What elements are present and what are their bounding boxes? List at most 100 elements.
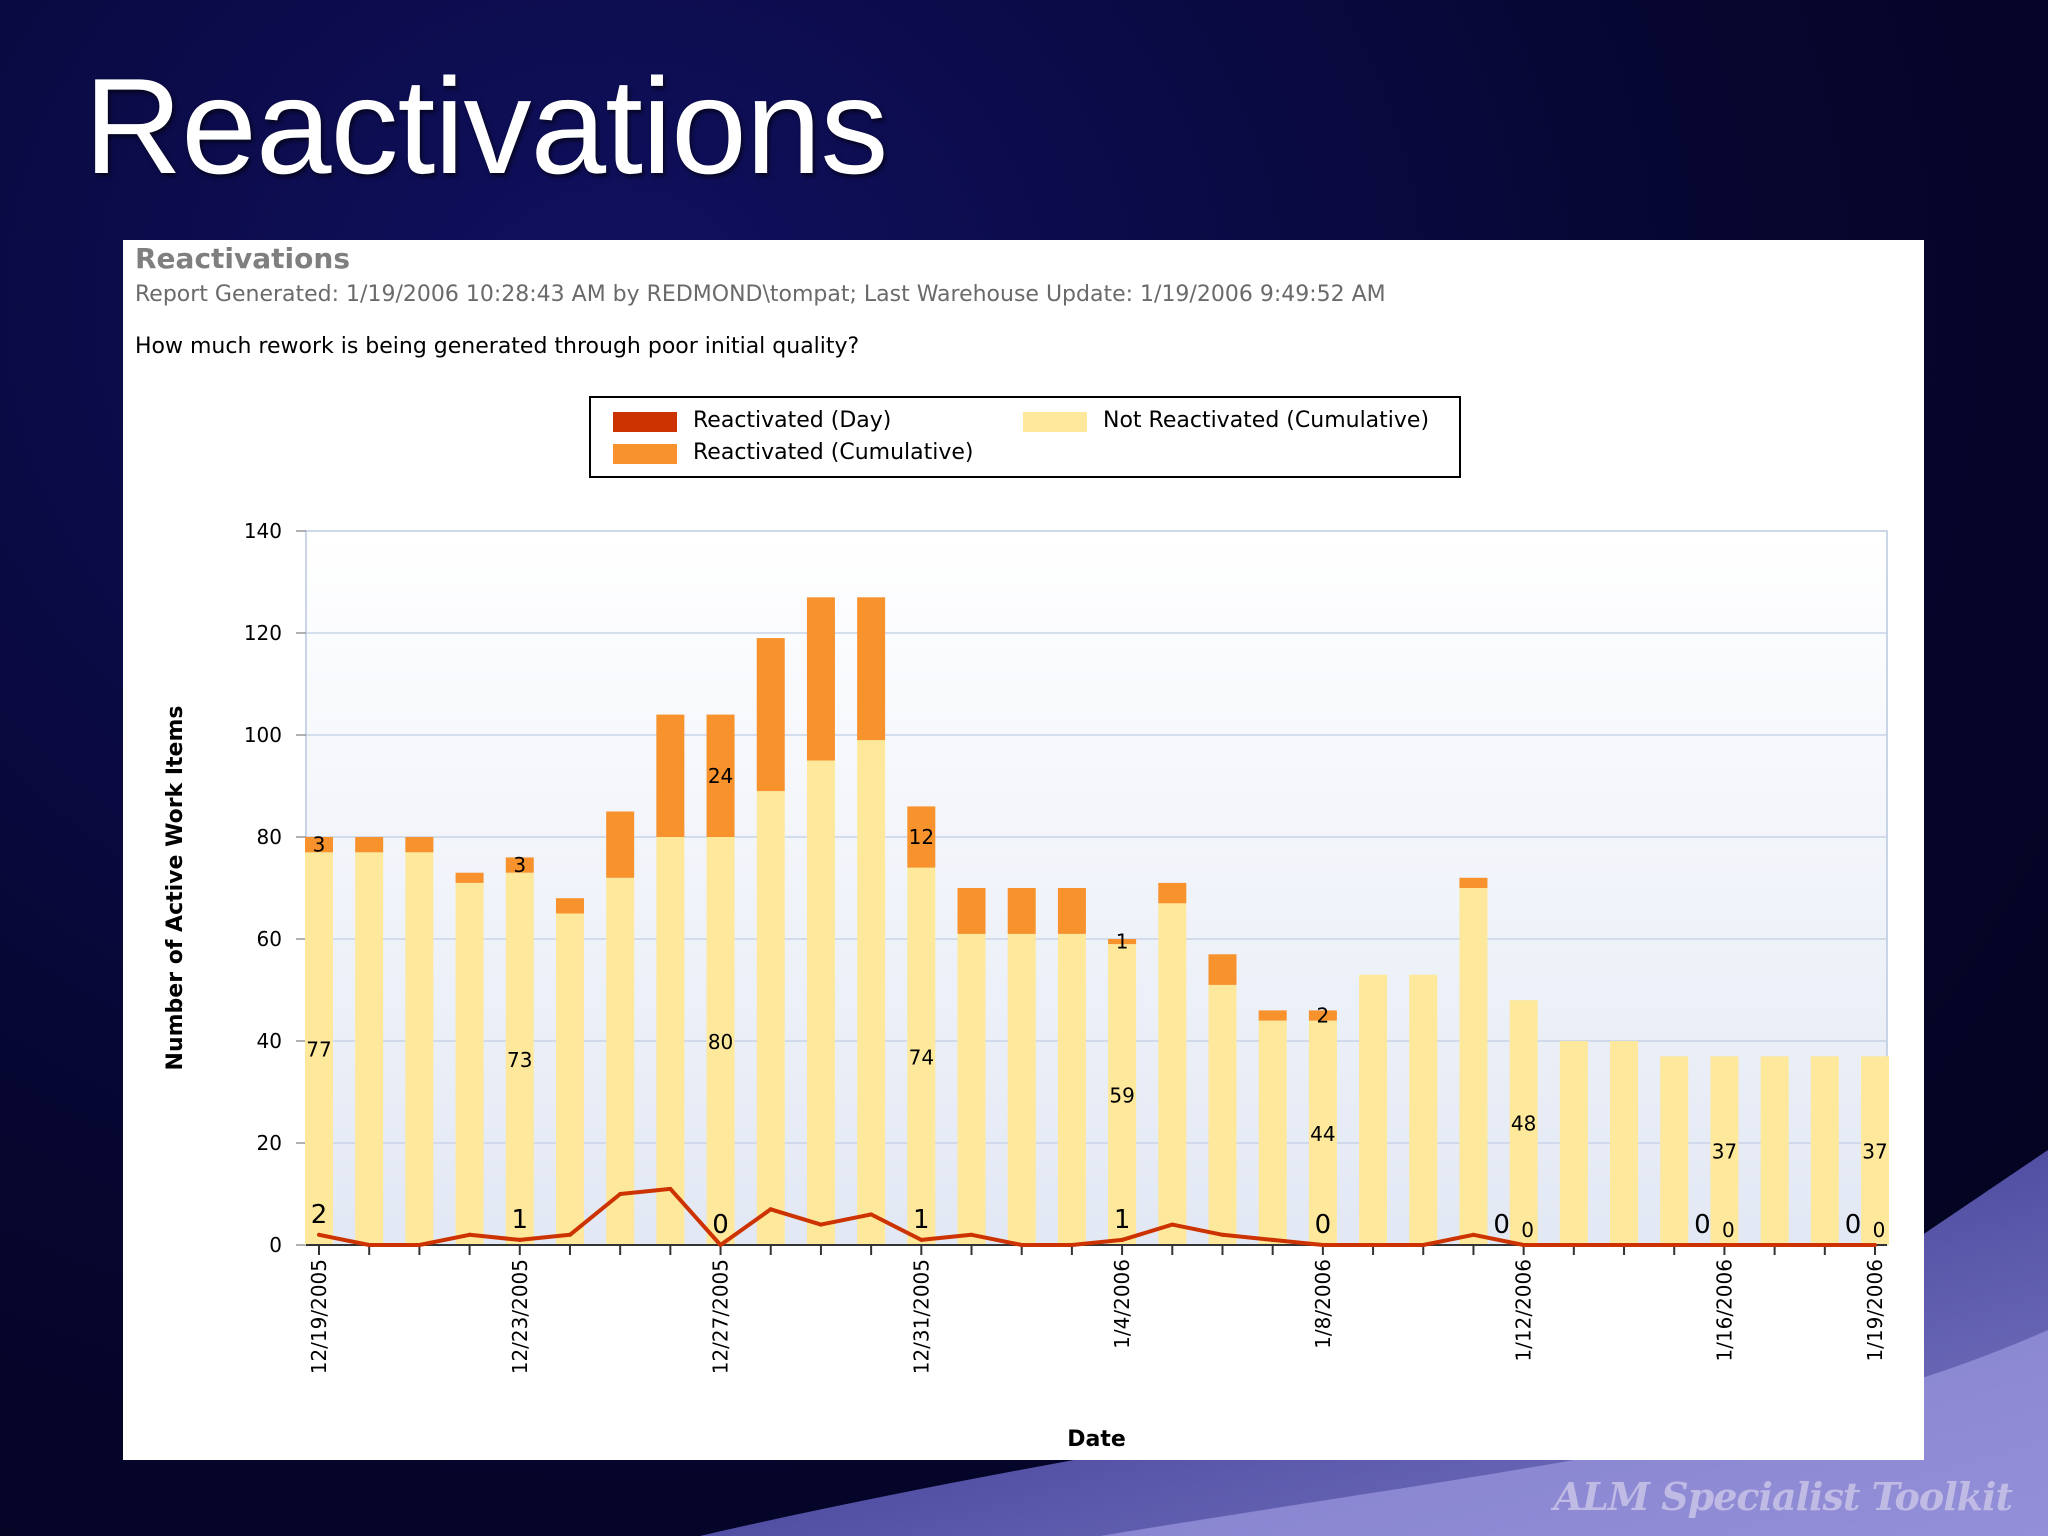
bar-not-reactivated (1359, 974, 1388, 1245)
bar-not-reactivated (706, 837, 735, 1245)
bar-not-reactivated (907, 867, 936, 1245)
line-point-reactivated-day (1772, 1243, 1777, 1247)
line-point-reactivated-day (1471, 1232, 1476, 1237)
data-label-reactivated-day: 0 (1722, 1218, 1735, 1242)
bar-not-reactivated (656, 837, 685, 1245)
line-point-reactivated-day (1019, 1243, 1024, 1247)
x-axis-title: Date (1067, 1427, 1126, 1452)
line-point-reactivated-day (317, 1232, 321, 1237)
data-label-reactivated: 3 (313, 833, 326, 857)
series-line-reactivated-day (318, 1186, 1875, 1247)
x-tick-label: 1/12/2006 (1512, 1259, 1536, 1362)
bar-not-reactivated (1158, 903, 1187, 1245)
data-label-not-reactivated: 73 (507, 1048, 532, 1072)
bar-reactivated-cumulative (706, 714, 735, 837)
bar-not-reactivated (1057, 933, 1086, 1245)
line-point-reactivated-day (1521, 1243, 1526, 1247)
data-label-reactivated: 12 (909, 825, 934, 849)
bar-not-reactivated (455, 882, 484, 1245)
bar-reactivated-cumulative (1057, 888, 1086, 934)
legend-label: Reactivated (Cumulative) (693, 440, 974, 465)
line-point-reactivated-day (1320, 1243, 1325, 1247)
line-point-reactivated-day (1270, 1237, 1275, 1242)
line-point-reactivated-day (768, 1207, 773, 1212)
brand-watermark: ALM Specialist Toolkit (1553, 1474, 2013, 1519)
data-label-reactivated: 3 (513, 853, 526, 877)
bar-reactivated-cumulative (806, 597, 835, 761)
data-label-not-reactivated: 74 (909, 1045, 934, 1069)
y-tick-label: 40 (257, 1029, 282, 1053)
line-point-reactivated-day (1622, 1243, 1627, 1247)
report-title: Reactivations (135, 242, 350, 275)
slide-title: Reactivations (84, 50, 888, 202)
data-label-reactivated-day: 0 (1493, 1210, 1510, 1240)
x-tick-label: 1/8/2006 (1311, 1259, 1335, 1349)
bar-not-reactivated (1710, 1056, 1739, 1245)
legend-swatch-not-reactivated (1023, 412, 1087, 432)
data-label-not-reactivated: 37 (1712, 1140, 1737, 1164)
report-generated-info: Report Generated: 1/19/2006 10:28:43 AM … (135, 282, 1386, 307)
line-point-reactivated-day (718, 1243, 723, 1247)
data-label-reactivated-day: 1 (512, 1205, 529, 1235)
chart-legend: Reactivated (Day) Not Reactivated (Cumul… (589, 396, 1461, 478)
line-point-reactivated-day (1220, 1232, 1225, 1237)
bar-reactivated-cumulative (656, 714, 685, 837)
line-point-reactivated-day (1421, 1243, 1426, 1247)
bar-not-reactivated (1409, 974, 1438, 1245)
line-point-reactivated-day (1170, 1222, 1175, 1227)
data-label-reactivated-day: 0 (1315, 1210, 1332, 1240)
report-question: How much rework is being generated throu… (135, 334, 860, 359)
bar-not-reactivated (1308, 1020, 1337, 1245)
bar-not-reactivated (1108, 944, 1137, 1245)
bar-not-reactivated (555, 913, 584, 1245)
line-point-reactivated-day (1120, 1237, 1125, 1242)
bar-not-reactivated (1559, 1041, 1588, 1245)
bar-not-reactivated (1007, 933, 1036, 1245)
line-point-reactivated-day (367, 1243, 372, 1247)
bar-reactivated-cumulative (1308, 1010, 1337, 1021)
line-point-reactivated-day (1873, 1243, 1877, 1247)
line-point-reactivated-day (517, 1237, 522, 1242)
bar-not-reactivated (806, 760, 835, 1245)
data-label-reactivated-day: 1 (1114, 1205, 1131, 1235)
x-tick-label: 1/4/2006 (1110, 1259, 1134, 1349)
line-point-reactivated-day (818, 1222, 823, 1227)
x-tick-label: 12/19/2005 (307, 1259, 331, 1374)
bar-reactivated-cumulative (1208, 954, 1237, 985)
data-label-reactivated: 1 (1116, 930, 1129, 954)
bar-not-reactivated (1810, 1056, 1839, 1245)
line-point-reactivated-day (919, 1237, 924, 1242)
y-axis-title: Number of Active Work Items (163, 706, 188, 1071)
line-point-reactivated-day (567, 1232, 572, 1237)
report-panel: Reactivations Report Generated: 1/19/200… (123, 240, 1924, 1460)
x-tick-label: 1/19/2006 (1863, 1259, 1887, 1362)
bar-reactivated-cumulative (555, 898, 584, 914)
bar-not-reactivated (1459, 888, 1488, 1245)
bar-reactivated-cumulative (405, 837, 434, 853)
data-label-reactivated-day: 0 (712, 1210, 729, 1240)
y-tick-label: 120 (244, 621, 282, 645)
bar-reactivated-cumulative (857, 597, 886, 741)
data-label-reactivated-day: 1 (913, 1205, 930, 1235)
line-point-reactivated-day (1672, 1243, 1677, 1247)
data-label-reactivated-day: 2 (311, 1200, 328, 1230)
line-point-reactivated-day (1722, 1243, 1727, 1247)
y-tick-label: 0 (269, 1233, 282, 1257)
bar-reactivated-cumulative (1108, 939, 1137, 945)
bar-not-reactivated (505, 872, 534, 1245)
data-label-not-reactivated: 48 (1511, 1112, 1536, 1136)
x-tick-label: 12/27/2005 (709, 1259, 733, 1374)
line-point-reactivated-day (1371, 1243, 1376, 1247)
bar-reactivated-cumulative (1258, 1010, 1287, 1021)
y-tick-label: 80 (257, 825, 282, 849)
bar-reactivated-cumulative (606, 811, 635, 878)
legend-label: Not Reactivated (Cumulative) (1103, 408, 1430, 433)
x-tick-label: 12/31/2005 (909, 1259, 933, 1374)
bar-not-reactivated (756, 791, 785, 1245)
bar-not-reactivated (305, 852, 333, 1245)
y-tick-label: 140 (244, 519, 282, 543)
legend-swatch-reactivated-day (613, 412, 677, 432)
y-tick-label: 20 (257, 1131, 282, 1155)
bar-not-reactivated (1509, 1000, 1538, 1245)
data-label-reactivated-day: 0 (1873, 1218, 1886, 1242)
